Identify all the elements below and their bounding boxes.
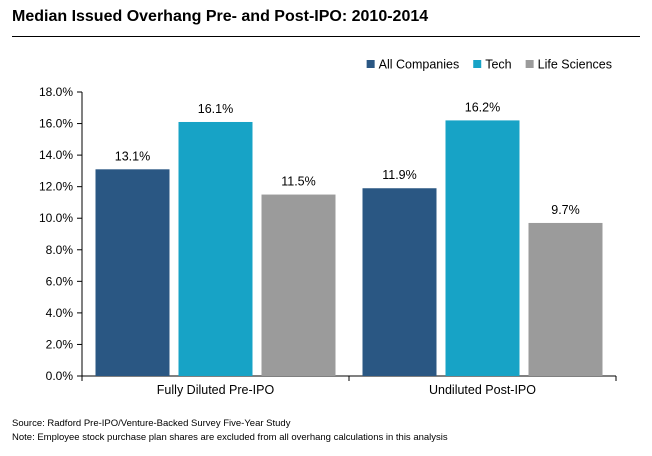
- y-tick-label: 4.0%: [46, 306, 74, 320]
- bars: [95, 120, 603, 377]
- x-tick-label: Undiluted Post-IPO: [429, 383, 536, 397]
- legend-label: All Companies: [379, 58, 460, 72]
- y-tick-label: 2.0%: [46, 337, 74, 351]
- bar: [528, 222, 603, 376]
- data-label: 13.1%: [115, 149, 150, 163]
- x-axis: Fully Diluted Pre-IPO Undiluted Post-IPO: [81, 375, 617, 397]
- bar: [261, 194, 336, 376]
- source-note: Source: Radford Pre-IPO/Venture-Backed S…: [12, 418, 291, 429]
- bar: [178, 121, 253, 376]
- title-divider: [12, 36, 640, 37]
- bar: [362, 188, 437, 376]
- y-tick-label: 0.0%: [46, 369, 74, 383]
- y-tick-label: 12.0%: [39, 180, 73, 194]
- bar: [445, 120, 520, 377]
- data-label: 11.5%: [281, 175, 316, 189]
- data-labels: 13.1% 11.9% 16.1% 16.2% 11.5% 9.7%: [115, 100, 580, 217]
- legend: All Companies Tech Life Sciences: [366, 58, 612, 72]
- y-tick-label: 6.0%: [46, 274, 74, 288]
- legend-label: Tech: [485, 58, 511, 72]
- bar: [95, 169, 170, 376]
- data-label: 9.7%: [551, 203, 580, 217]
- legend-swatch: [366, 60, 375, 68]
- legend-label: Life Sciences: [538, 58, 612, 72]
- x-tick-label: Fully Diluted Pre-IPO: [157, 383, 275, 397]
- y-tick-label: 18.0%: [39, 85, 73, 99]
- y-tick-label: 16.0%: [39, 117, 73, 131]
- y-tick-label: 14.0%: [39, 148, 73, 162]
- data-label: 16.1%: [198, 102, 233, 116]
- legend-item: Tech: [473, 58, 512, 72]
- footnote: Note: Employee stock purchase plan share…: [12, 432, 448, 443]
- y-tick-label: 10.0%: [39, 211, 73, 225]
- legend-item: Life Sciences: [525, 58, 612, 72]
- legend-swatch: [473, 60, 482, 68]
- y-axis: 0.0% 2.0% 4.0% 6.0% 8.0% 10.0% 12.0% 14.0% 16.0%…: [39, 85, 83, 383]
- data-label: 16.2%: [465, 100, 500, 114]
- legend-swatch: [525, 60, 534, 68]
- y-tick-label: 8.0%: [46, 243, 74, 257]
- data-label: 11.9%: [382, 168, 417, 182]
- chart-title: Median Issued Overhang Pre- and Post-IPO…: [12, 8, 429, 25]
- legend-item: All Companies: [366, 58, 460, 72]
